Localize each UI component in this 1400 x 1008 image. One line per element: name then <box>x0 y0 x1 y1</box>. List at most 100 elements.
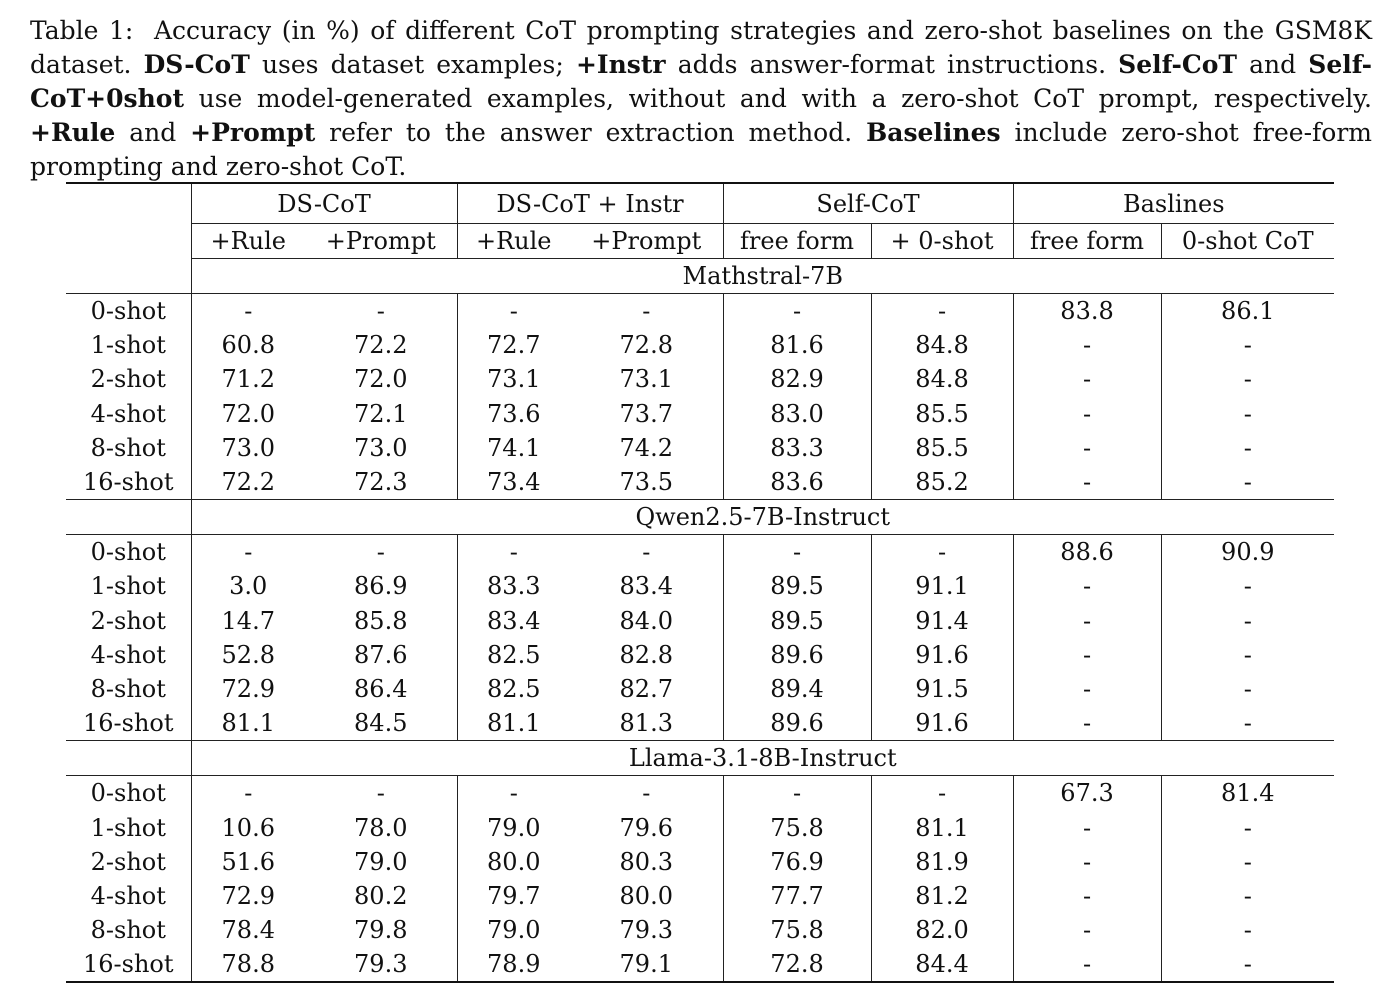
results-table-container: DS-CoT DS-CoT + Instr Self-CoT Baslines … <box>66 182 1335 984</box>
table-cell: 91.4 <box>870 603 1014 638</box>
table-cell: 84.8 <box>870 362 1014 397</box>
table-cell: 84.5 <box>354 709 408 738</box>
table-cell: 83.6 <box>722 464 872 500</box>
table-cell: 79.7 <box>456 878 570 913</box>
table-cell: - <box>570 534 724 570</box>
table-row: 2-shot 14.7 85.8 83.4 84.0 89.5 91.4- - <box>66 603 1335 638</box>
corner-cell <box>66 224 191 259</box>
table-cell: 72.2 <box>190 464 305 500</box>
table-cell: 86.1 <box>1160 293 1335 329</box>
table-cell: 82.0 <box>870 913 1014 948</box>
table-cell: - <box>1160 430 1335 465</box>
table-cell: 82.8 <box>619 640 673 669</box>
row-label: 4-shot <box>90 881 166 910</box>
table-cell: - <box>870 534 1014 570</box>
table-row: 16-shot 81.1 84.5 81.1 81.3 89.6 91.6- - <box>66 706 1335 741</box>
table-cell: - <box>1012 706 1162 741</box>
group-label-spacer <box>66 259 191 294</box>
subcol-header: +Rule <box>190 223 305 259</box>
table-cell: 73.1 <box>456 362 570 397</box>
table-cell: 91.5 <box>870 671 1014 707</box>
table-cell: - <box>570 775 724 811</box>
table-cell: - <box>456 775 570 811</box>
table-cell: 91.6 <box>870 637 1014 672</box>
row-label: 16-shot <box>82 468 174 497</box>
table-cell: 87.6 <box>354 640 408 669</box>
table-cell: 10.6 <box>190 810 305 845</box>
table-cell: 84.8 <box>870 328 1014 363</box>
table-cell: 67.3 <box>1012 775 1162 811</box>
row-label: 16-shot <box>82 709 174 738</box>
table-cell: - <box>570 293 724 329</box>
caption-term-instr: +Instr <box>575 50 666 79</box>
subcol-header: +Prompt <box>305 223 457 259</box>
table-cell: 52.8 <box>190 637 305 672</box>
table-cell: - <box>1160 569 1335 604</box>
table-cell: 78.9 <box>456 947 570 984</box>
table-cell: 91.6 <box>870 706 1014 741</box>
table-cell: - <box>190 534 305 570</box>
row-label: 8-shot <box>90 916 166 945</box>
table-cell: 72.9 <box>190 671 305 707</box>
table-cell: 72.0 <box>354 365 408 394</box>
table-row: 4-shot 72.0 72.1 73.6 73.7 83.0 85.5- - <box>66 396 1335 431</box>
table-cell: - <box>190 775 305 811</box>
table-cell: - <box>1012 603 1162 638</box>
table-cell: 82.7 <box>619 674 673 703</box>
table-cell: 72.2 <box>354 331 408 360</box>
table-cell: 89.5 <box>722 569 872 604</box>
table-cell: 81.1 <box>456 706 570 741</box>
subcol-header: + 0-shot <box>870 223 1014 259</box>
group-label-spacer <box>66 499 191 535</box>
table-cell: 83.4 <box>456 603 570 638</box>
table-cell: 81.1 <box>870 810 1014 845</box>
caption-text-7: refer to the answer extraction method. <box>329 118 853 147</box>
table-cell: 78.8 <box>190 947 305 984</box>
caption-text-1: Accuracy (in %) of different CoT prompti… <box>30 16 1373 79</box>
row-label: 8-shot <box>90 674 166 703</box>
table-cell: 73.4 <box>456 464 570 500</box>
table-cell: 74.1 <box>456 430 570 465</box>
caption-term-selfcot: Self-CoT <box>1118 50 1238 79</box>
table-cell: 74.2 <box>619 433 673 462</box>
table-cell: - <box>1160 396 1335 431</box>
table-cell: - <box>1160 362 1335 397</box>
row-label: 4-shot <box>90 399 166 428</box>
table-row: 4-shot 72.9 80.2 79.7 80.0 77.7 81.2- - <box>66 878 1335 913</box>
table-cell: 80.3 <box>619 847 673 876</box>
table-cell: 88.6 <box>1012 534 1162 570</box>
group-label-spacer <box>66 740 191 776</box>
table-cell: 71.2 <box>190 362 305 397</box>
row-label: 2-shot <box>90 847 166 876</box>
table-cell: 73.6 <box>456 396 570 431</box>
table-cell: - <box>456 534 570 570</box>
table-row: 2-shot 51.6 79.0 80.0 80.3 76.9 81.9- - <box>66 844 1335 879</box>
model-group-header: Llama-3.1-8B-Instruct <box>190 740 1335 776</box>
table-cell: 79.6 <box>619 813 673 842</box>
table-cell: 3.0 <box>190 569 305 604</box>
caption-text-3: adds answer-format instructions. <box>677 50 1107 79</box>
table-cell: - <box>1160 810 1335 845</box>
row-label: 8-shot <box>90 433 166 462</box>
table-cell: 73.1 <box>619 365 673 394</box>
table-cell: 79.0 <box>354 847 408 876</box>
table-cell: 85.2 <box>870 464 1014 500</box>
table-cell: 75.8 <box>722 913 872 948</box>
table-cell: 72.8 <box>619 331 673 360</box>
table-cell: 89.4 <box>722 671 872 707</box>
row-label: 1-shot <box>90 572 166 601</box>
table-cell: - <box>305 534 457 570</box>
table-cell: 82.5 <box>456 671 570 707</box>
table-cell: - <box>190 293 305 329</box>
table-cell: 83.4 <box>619 572 673 601</box>
table-cell: 83.0 <box>722 396 872 431</box>
table-cell: 82.9 <box>722 362 872 397</box>
caption-term-rule: +Rule <box>30 118 116 147</box>
group-header-self-cot: Self-CoT <box>722 182 1014 224</box>
table-row: 0-shot - - - - - -88.6 90.9 <box>66 534 1335 570</box>
row-label: 0-shot <box>66 775 191 811</box>
table-cell: 82.5 <box>456 637 570 672</box>
table-cell: - <box>1160 878 1335 913</box>
table-row: 0-shot - - - - - -83.8 86.1 <box>66 293 1335 329</box>
table-cell: 14.7 <box>190 603 305 638</box>
